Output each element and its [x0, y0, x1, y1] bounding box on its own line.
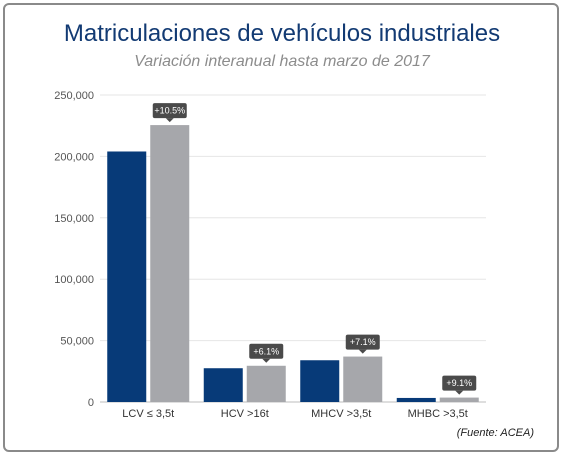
badge-pointer	[262, 358, 271, 363]
y-tick-label: 200,000	[54, 151, 94, 163]
category-label: HCV >16t	[221, 408, 269, 420]
change-badge-label: +9.1%	[446, 378, 472, 388]
change-badge	[442, 375, 477, 391]
change-badge	[249, 343, 284, 359]
change-badge	[152, 103, 187, 119]
bar-series-2	[439, 397, 479, 402]
y-tick-label: 100,000	[54, 274, 94, 286]
bar-series-1	[107, 151, 147, 402]
y-tick-label: 250,000	[54, 90, 94, 102]
category-label: MHBC >3,5t	[408, 408, 468, 420]
bar-series-2	[246, 365, 286, 402]
change-badge-label: +10.5%	[154, 106, 185, 116]
y-tick-label: 150,000	[54, 213, 94, 225]
category-label: MHCV >3,5t	[311, 408, 371, 420]
badge-pointer	[358, 349, 367, 354]
source-note: (Fuente: ACEA)	[456, 427, 534, 439]
change-badges: +10.5% +6.1% +7.1% +9.1%	[152, 103, 477, 395]
bar-series-1	[396, 397, 436, 402]
badge-pointer	[455, 390, 464, 395]
chart-subtitle: Variación interanual hasta marzo de 2017	[134, 53, 430, 70]
bar-series-2	[150, 125, 190, 402]
y-axis-ticks: 0 50,000 100,000 150,000 200,000 250,000	[54, 90, 94, 409]
bar-series-1	[300, 360, 340, 402]
y-tick-label: 50,000	[60, 336, 94, 348]
bar-series-1	[203, 368, 243, 402]
change-badge	[345, 334, 380, 350]
change-badge-label: +7.1%	[350, 337, 376, 347]
bars	[107, 125, 479, 402]
change-badge-label: +6.1%	[253, 346, 279, 356]
category-label: LCV ≤ 3,5t	[122, 408, 174, 420]
chart-title: Matriculaciones de vehículos industriale…	[63, 20, 501, 47]
y-tick-label: 0	[88, 397, 94, 409]
badge-pointer	[165, 118, 174, 123]
category-labels: LCV ≤ 3,5t HCV >16t MHCV >3,5t MHBC >3,5t	[122, 408, 468, 420]
bar-series-2	[343, 356, 383, 402]
